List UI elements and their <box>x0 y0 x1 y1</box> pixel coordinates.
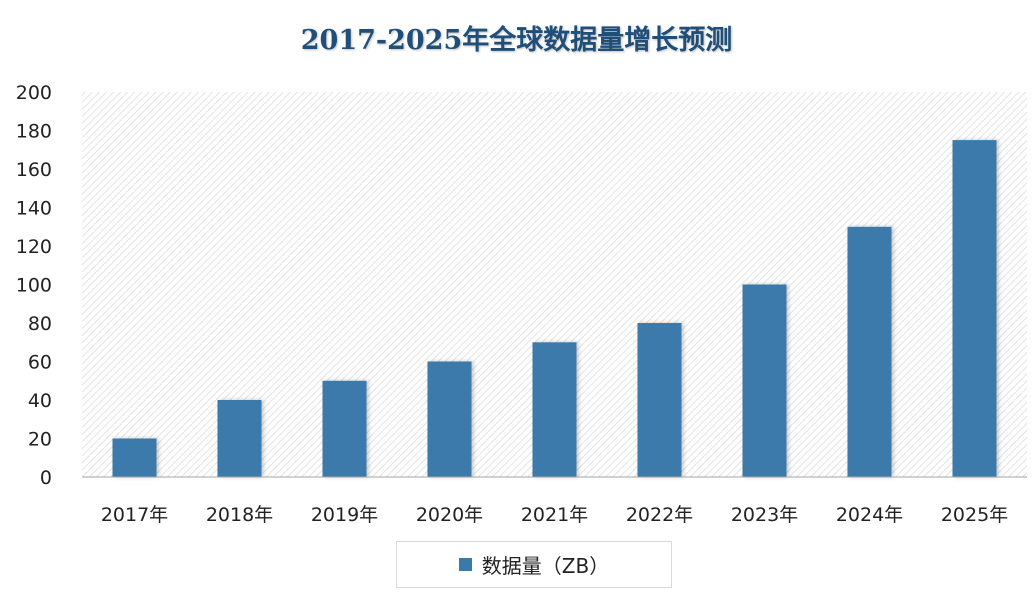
y-tick-label: 180 <box>16 121 52 143</box>
chart-title: 2017-2025年全球数据量增长预测 <box>300 25 733 56</box>
bar-2017年 <box>112 438 157 477</box>
y-tick-label: 80 <box>28 313 52 335</box>
bar-2023年 <box>742 284 787 477</box>
bar-2019年 <box>322 380 367 478</box>
y-tick-label: 100 <box>16 275 52 297</box>
bar-2020年 <box>427 361 472 477</box>
y-tick-label: 200 <box>16 82 52 104</box>
bar-2024年 <box>847 226 892 478</box>
legend: 数据量（ZB） <box>396 541 672 588</box>
y-tick-label: 40 <box>28 390 52 412</box>
y-tick-label: 20 <box>28 429 52 451</box>
bar-2025年 <box>952 140 997 477</box>
y-tick-label: 120 <box>16 236 52 258</box>
bar-2022年 <box>637 323 682 477</box>
y-tick-label: 160 <box>16 159 52 181</box>
x-tick-label: 2017年 <box>101 504 168 526</box>
x-tick-label: 2022年 <box>626 504 693 526</box>
y-tick-label: 0 <box>40 467 52 489</box>
y-tick-label: 60 <box>28 352 52 374</box>
x-tick-label: 2019年 <box>311 504 378 526</box>
y-tick-label: 140 <box>16 198 52 220</box>
legend-label: 数据量（ZB） <box>481 554 610 578</box>
x-tick-label: 2020年 <box>416 504 483 526</box>
bar-2018年 <box>217 400 262 477</box>
x-tick-label: 2024年 <box>836 504 903 526</box>
x-tick-label: 2021年 <box>521 504 588 526</box>
x-tick-label: 2023年 <box>731 504 798 526</box>
x-tick-label: 2025年 <box>941 504 1008 526</box>
bar-2021年 <box>532 342 577 478</box>
x-tick-label: 2018年 <box>206 504 273 526</box>
legend-swatch <box>458 558 472 571</box>
